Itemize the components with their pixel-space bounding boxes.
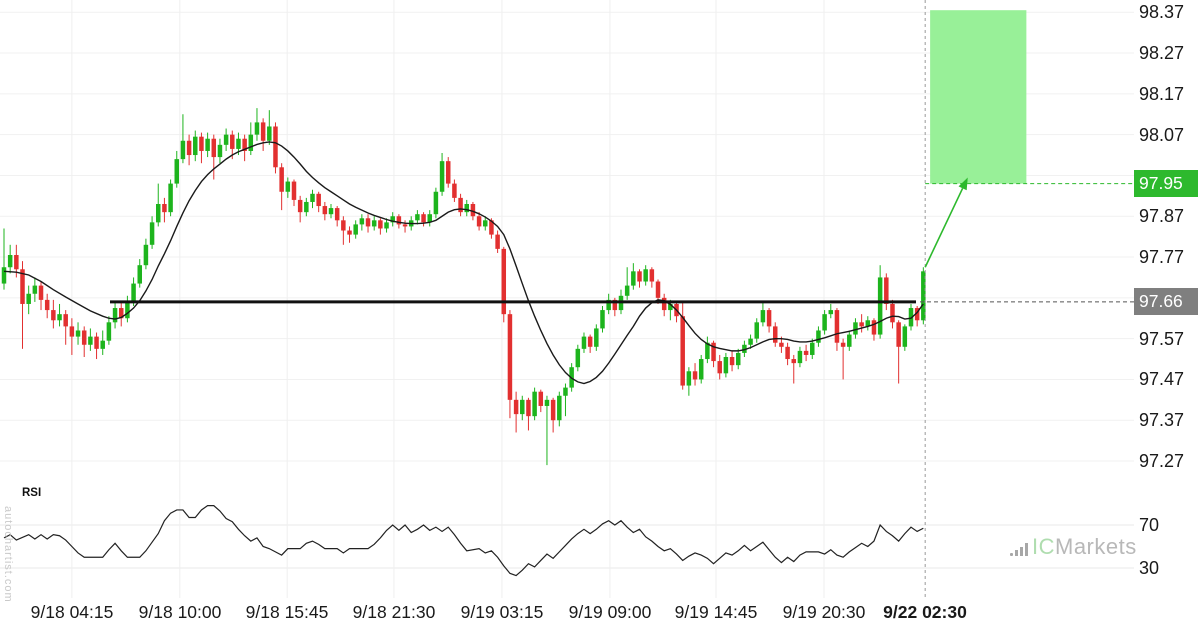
- price-tick: 98.27: [1139, 43, 1185, 63]
- icmarkets-logo: IC Markets: [1008, 534, 1137, 560]
- autochartist-watermark: autochartist.com: [2, 506, 14, 603]
- price-tick: 97.27: [1139, 451, 1185, 471]
- bars-logo-icon: [1008, 543, 1028, 556]
- rsi-upper-tick: 70: [1139, 515, 1160, 535]
- price-tick: 97.47: [1139, 369, 1185, 389]
- time-tick: 9/19 03:15: [460, 602, 544, 622]
- price-tick: 97.37: [1139, 410, 1185, 430]
- target-projection-box: [930, 10, 1027, 184]
- price-tick: 97.87: [1139, 206, 1185, 226]
- time-tick: 9/18 21:30: [352, 602, 436, 622]
- price-tick: 97.77: [1139, 247, 1185, 267]
- time-tick: 9/19 09:00: [568, 602, 652, 622]
- time-tick: 9/19 20:30: [782, 602, 866, 622]
- price-tick: 98.07: [1139, 125, 1185, 145]
- price-tick: 98.17: [1139, 84, 1185, 104]
- time-tick: 9/19 14:45: [674, 602, 758, 622]
- time-tick: 9/18 15:45: [245, 602, 329, 622]
- rsi-lower-tick: 30: [1139, 558, 1160, 578]
- breakout-arrow: [924, 187, 964, 268]
- time-tick: 9/18 04:15: [30, 602, 114, 622]
- current-price-badge: 97.66: [1134, 288, 1198, 315]
- price-tick: 98.37: [1139, 2, 1185, 22]
- rsi-line: [3, 505, 924, 577]
- rsi-indicator-label: RSI: [22, 487, 42, 499]
- grid-layer: [0, 0, 1134, 598]
- time-tick: 9/18 10:00: [138, 602, 222, 622]
- target-price-badge: 97.95: [1134, 170, 1198, 197]
- candles-layer: [1, 108, 926, 466]
- brand-primary: IC: [1032, 534, 1055, 559]
- time-tick-forecast: 9/22 02:30: [883, 602, 967, 622]
- moving-average-line: [3, 141, 924, 385]
- price-tick: 97.57: [1139, 329, 1185, 349]
- brand-secondary: Markets: [1055, 534, 1137, 559]
